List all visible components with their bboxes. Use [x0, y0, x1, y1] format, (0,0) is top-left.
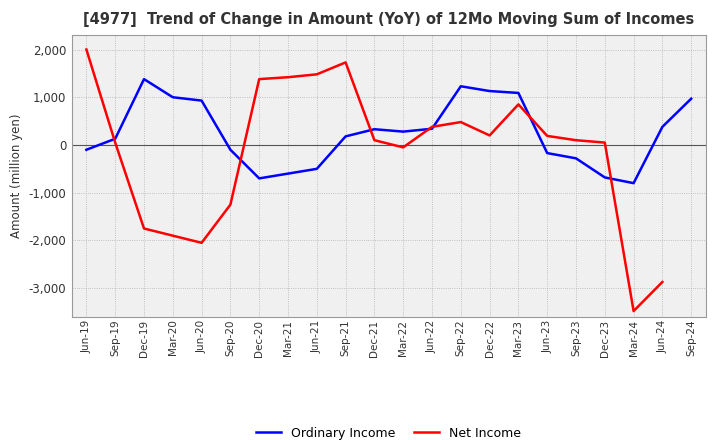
- Net Income: [485, 133, 494, 138]
- Line: Ordinary Income: Ordinary Income: [86, 79, 691, 183]
- Ordinary Income: [428, 126, 436, 132]
- Net Income: [600, 140, 609, 145]
- Ordinary Income: [543, 150, 552, 156]
- Ordinary Income: [572, 156, 580, 161]
- Net Income: [456, 119, 465, 125]
- Ordinary Income: [370, 127, 379, 132]
- Net Income: [341, 60, 350, 65]
- Ordinary Income: [197, 98, 206, 103]
- Net Income: [82, 47, 91, 52]
- Net Income: [140, 226, 148, 231]
- Ordinary Income: [600, 175, 609, 180]
- Ordinary Income: [341, 134, 350, 139]
- Line: Net Income: Net Income: [86, 50, 662, 311]
- Ordinary Income: [456, 84, 465, 89]
- Ordinary Income: [629, 180, 638, 186]
- Net Income: [514, 102, 523, 107]
- Net Income: [543, 133, 552, 139]
- Legend: Ordinary Income, Net Income: Ordinary Income, Net Income: [251, 422, 526, 440]
- Net Income: [629, 308, 638, 314]
- Ordinary Income: [255, 176, 264, 181]
- Net Income: [197, 240, 206, 246]
- Ordinary Income: [485, 88, 494, 94]
- Net Income: [370, 138, 379, 143]
- Title: [4977]  Trend of Change in Amount (YoY) of 12Mo Moving Sum of Incomes: [4977] Trend of Change in Amount (YoY) o…: [84, 12, 694, 27]
- Net Income: [255, 77, 264, 82]
- Ordinary Income: [140, 77, 148, 82]
- Net Income: [572, 138, 580, 143]
- Net Income: [428, 124, 436, 129]
- Ordinary Income: [658, 124, 667, 129]
- Ordinary Income: [312, 166, 321, 172]
- Net Income: [226, 202, 235, 207]
- Net Income: [658, 279, 667, 285]
- Ordinary Income: [687, 96, 696, 101]
- Ordinary Income: [284, 171, 292, 176]
- Ordinary Income: [399, 129, 408, 134]
- Ordinary Income: [82, 147, 91, 152]
- Ordinary Income: [514, 90, 523, 95]
- Ordinary Income: [111, 136, 120, 141]
- Y-axis label: Amount (million yen): Amount (million yen): [10, 114, 23, 238]
- Net Income: [111, 140, 120, 145]
- Ordinary Income: [168, 95, 177, 100]
- Ordinary Income: [226, 147, 235, 152]
- Net Income: [168, 233, 177, 238]
- Net Income: [312, 72, 321, 77]
- Net Income: [284, 74, 292, 80]
- Net Income: [399, 145, 408, 150]
